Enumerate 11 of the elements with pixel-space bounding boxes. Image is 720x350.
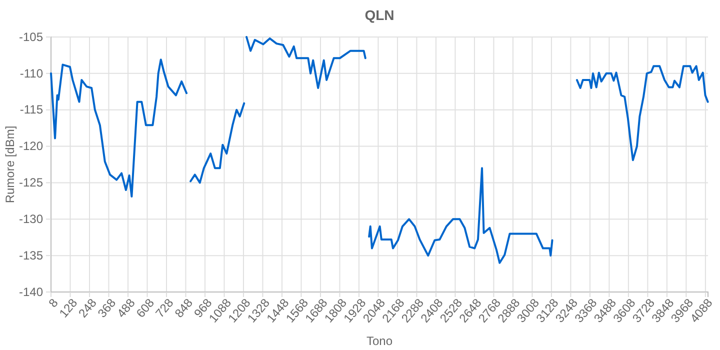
y-tick-label: -105 — [18, 30, 44, 44]
y-tick-label: -125 — [18, 176, 44, 190]
y-axis-title: Rumore [dBm] — [3, 126, 17, 204]
y-tick-label: -135 — [18, 248, 44, 262]
y-tick-label: -115 — [20, 102, 44, 117]
y-tick-label: -140 — [18, 284, 44, 299]
y-tick-label: -110 — [20, 66, 44, 80]
y-tick-label: -130 — [18, 212, 44, 226]
x-axis-title: Tono — [366, 334, 393, 348]
chart-title: QLN — [364, 7, 394, 23]
y-tick-label: -120 — [18, 139, 44, 154]
